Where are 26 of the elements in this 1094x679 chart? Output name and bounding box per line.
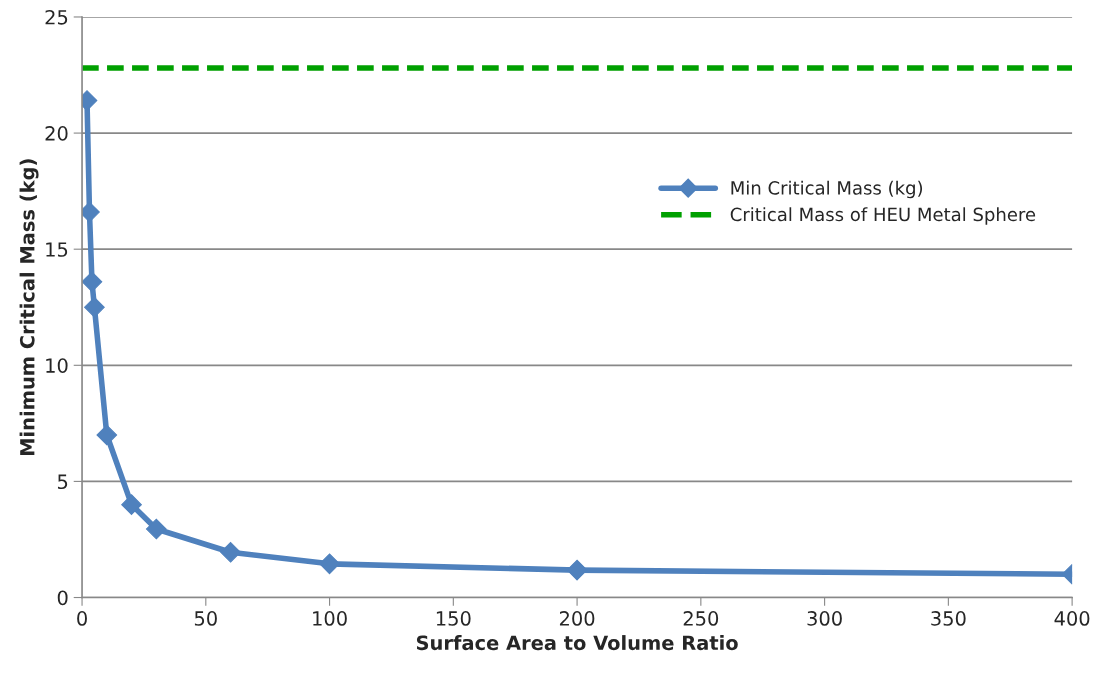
y-tick-label: 25 [45, 9, 68, 25]
legend-label: Critical Mass of HEU Metal Sphere [730, 207, 1036, 225]
y-tick-label: 10 [46, 358, 68, 373]
x-tick-label: 100 [313, 611, 347, 626]
y-tick-label: 20 [45, 126, 68, 141]
x-tick-label: 250 [683, 611, 719, 626]
point [121, 494, 142, 515]
x-tick-label: 50 [194, 611, 217, 626]
x-tick-label: 0 [77, 611, 87, 626]
x-axis-title: Surface Area to Volume Ratio [416, 635, 738, 651]
y-axis-title: Minimum Critical Mass (kg) [19, 159, 39, 456]
point [220, 541, 241, 563]
y-tick-label: 0 [57, 590, 68, 606]
point [82, 271, 103, 293]
y-tick-label: 5 [57, 474, 68, 490]
x-tick-label: 350 [931, 611, 966, 626]
x-tick-label: 200 [559, 611, 595, 626]
x-tick-label: 150 [436, 611, 471, 626]
point [319, 553, 340, 575]
point [84, 296, 105, 318]
y-tick-label: 15 [46, 242, 68, 257]
point [96, 424, 118, 446]
x-tick-label: 300 [807, 611, 842, 626]
legend-label: Min Critical Mass (kg) [731, 180, 923, 199]
x-tick-label: 400 [1054, 611, 1090, 626]
point [145, 518, 167, 540]
